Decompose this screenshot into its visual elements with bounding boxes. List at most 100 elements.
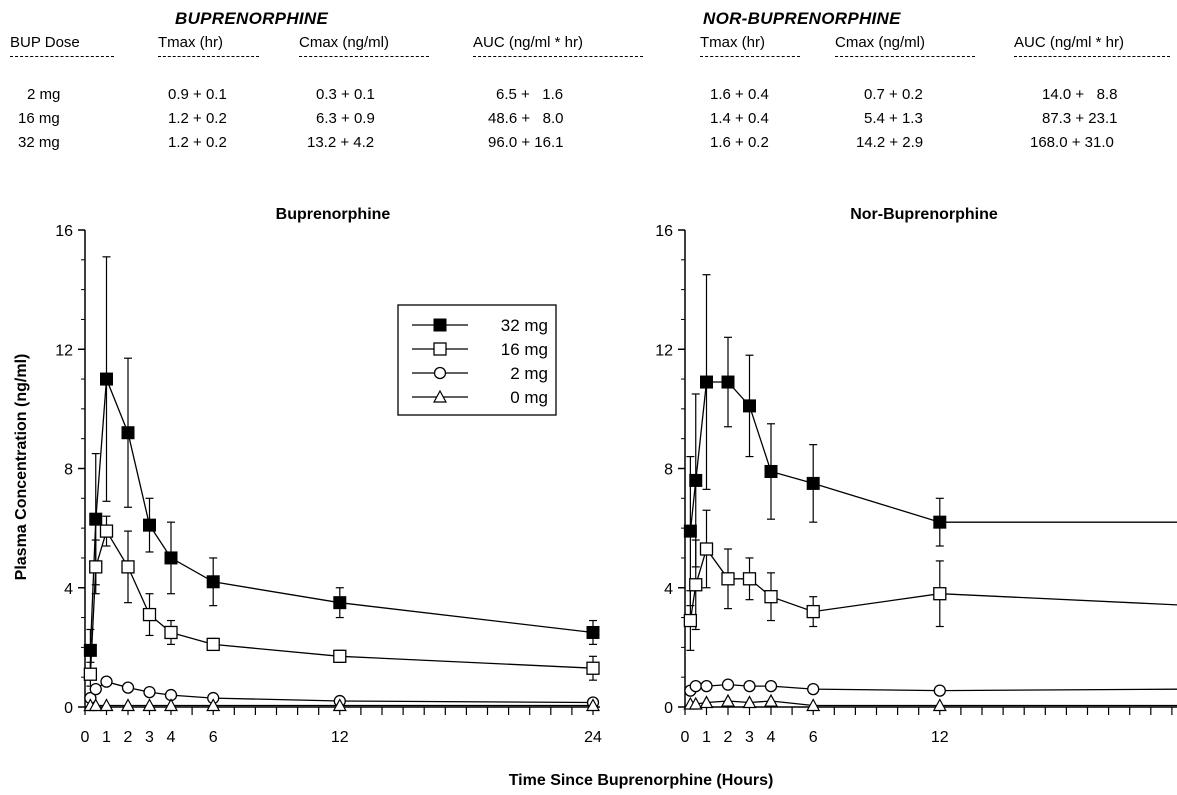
marker-open-square: [689, 578, 703, 592]
marker-filled-square: [743, 399, 756, 413]
marker-filled-square: [689, 473, 703, 487]
series-line-0mg: [690, 700, 1177, 707]
marker-open-triangle: [585, 698, 601, 712]
marker-open-triangle: [806, 698, 821, 712]
series-line-32mg: [89, 378, 594, 651]
marker-open-triangle: [142, 698, 157, 712]
marker-open-square: [142, 607, 157, 622]
x-axis-title: Time Since Buprenorphine (Hours): [509, 772, 774, 789]
marker-filled-square: [100, 372, 113, 386]
y-tick-label: 12: [55, 342, 73, 359]
table-cell: 168.0 + 31.0: [1030, 134, 1114, 151]
x-tick-label: 0: [81, 729, 90, 746]
header-rule: [473, 56, 643, 57]
x-tick-label: 3: [145, 729, 154, 746]
marker-open-circle: [764, 679, 778, 693]
marker-filled-square: [764, 464, 778, 478]
table-cell: 2 mg: [27, 86, 61, 103]
marker-open-triangle: [932, 698, 947, 712]
marker-open-triangle: [332, 698, 347, 712]
marker-open-triangle: [88, 698, 103, 712]
marker-open-circle: [933, 684, 946, 697]
marker-open-circle: [143, 685, 156, 699]
legend-label: 2 mg: [510, 364, 548, 383]
marker-open-square: [721, 572, 735, 586]
table-cell: 1.6 + 0.4: [710, 86, 769, 103]
y-tick-label: 16: [55, 223, 73, 240]
header-rule: [158, 56, 259, 57]
header-bup-dose: BUP Dose: [10, 34, 80, 51]
y-tick-label: 0: [664, 700, 673, 717]
marker-open-square: [683, 613, 698, 628]
x-tick-label: 0: [681, 729, 690, 746]
marker-open-square: [83, 667, 98, 681]
nor-buprenorphine-group-title: NOR-BUPRENORPHINE: [703, 9, 901, 28]
marker-open-triangle: [206, 698, 221, 712]
marker-open-square: [699, 542, 714, 556]
x-tick-label: 12: [331, 729, 349, 746]
table-cell: 1.2 + 0.2: [168, 110, 227, 127]
header-auc-nor: AUC (ng/ml * hr): [1014, 34, 1125, 51]
marker-filled-square: [83, 643, 97, 657]
marker-filled-square: [143, 518, 156, 532]
table-cell: 5.4 + 1.3: [864, 110, 923, 127]
marker-open-circle: [100, 675, 113, 688]
marker-open-triangle: [163, 698, 179, 712]
marker-filled-square: [933, 515, 947, 529]
marker-filled-square: [206, 575, 220, 589]
header-rule: [700, 56, 800, 57]
marker-open-circle: [700, 679, 713, 693]
marker-filled-square: [683, 524, 697, 538]
header-cmax-bup: Cmax (ng/ml): [299, 34, 390, 51]
marker-filled-square: [121, 426, 135, 440]
marker-open-triangle: [742, 695, 757, 709]
marker-filled-square: [586, 625, 600, 639]
table-cell: 6.5 + 1.6: [496, 86, 564, 103]
table-cell: 1.4 + 0.4: [710, 110, 769, 127]
chart-title: Buprenorphine: [276, 206, 391, 223]
legend-label: 16 mg: [501, 340, 548, 359]
marker-open-triangle: [99, 698, 114, 712]
legend: 32 mg 16 mg 2 mg 0 mg: [397, 304, 557, 416]
marker-filled-square: [700, 375, 713, 389]
table-cell: 0.9 + 0.1: [168, 86, 227, 103]
series-line-32mg: [689, 381, 1177, 532]
x-tick-label: 6: [809, 729, 818, 746]
marker-filled-square: [433, 318, 447, 332]
y-tick-label: 8: [664, 462, 673, 479]
header-auc-bup: AUC (ng/ml * hr): [473, 34, 584, 51]
x-tick-label: 4: [167, 729, 176, 746]
chart-title: Nor-Buprenorphine: [850, 206, 998, 223]
x-tick-label: 6: [209, 729, 218, 746]
marker-open-triangle: [720, 693, 736, 707]
marker-open-circle: [89, 682, 102, 696]
marker-open-square: [333, 649, 347, 663]
marker-open-square: [433, 342, 447, 356]
y-tick-label: 4: [64, 581, 73, 598]
marker-open-square: [806, 604, 820, 619]
header-rule: [10, 56, 114, 57]
marker-open-circle: [433, 366, 447, 380]
table-cell: 96.0 + 16.1: [488, 134, 564, 151]
y-tick-label: 16: [655, 223, 673, 240]
x-tick-label: 1: [102, 729, 111, 746]
table-cell: 32 mg: [18, 134, 60, 151]
marker-open-square: [121, 560, 135, 574]
marker-open-square: [99, 524, 114, 538]
marker-open-triangle: [688, 696, 703, 710]
x-tick-label: 4: [767, 729, 776, 746]
x-tick-label: 3: [745, 729, 754, 746]
marker-open-circle: [743, 679, 756, 693]
header-rule: [835, 56, 975, 57]
marker-open-circle: [807, 682, 820, 696]
table-cell: 6.3 + 0.9: [316, 110, 375, 127]
marker-open-circle: [121, 681, 135, 694]
legend-label: 32 mg: [501, 316, 548, 335]
marker-filled-square: [806, 476, 820, 490]
marker-open-square: [89, 560, 103, 574]
table-cell: 14.2 + 2.9: [856, 134, 924, 151]
table-cell: 1.6 + 0.2: [710, 134, 769, 151]
x-tick-label: 2: [124, 729, 133, 746]
legend-label: 0 mg: [510, 388, 548, 407]
